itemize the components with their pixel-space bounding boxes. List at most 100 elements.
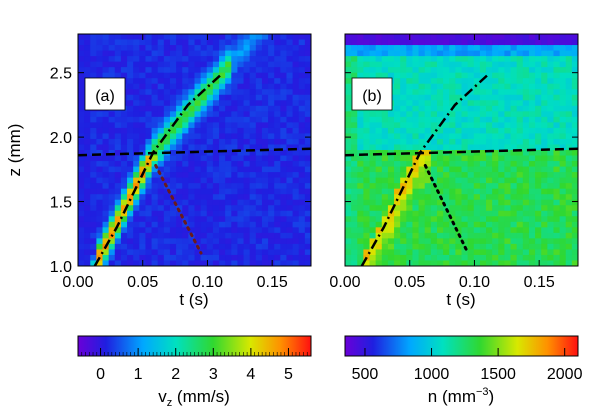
heatmap-cell — [430, 89, 438, 96]
heatmap-cell — [163, 56, 171, 63]
heatmap-cell — [200, 45, 208, 52]
heatmap-cell — [375, 111, 383, 118]
heatmap-cell — [400, 221, 407, 228]
heatmap-cell — [212, 56, 220, 63]
heatmap-cell — [418, 221, 426, 228]
heatmap-cell — [553, 205, 561, 212]
heatmap-cell — [102, 116, 110, 123]
heatmap-cell — [394, 89, 401, 96]
heatmap-cell — [461, 210, 469, 217]
heatmap-cell — [387, 138, 395, 146]
heatmap-cell — [102, 194, 110, 201]
heatmap-cell — [84, 155, 91, 162]
heatmap-cell — [436, 78, 444, 85]
heatmap-cell — [363, 39, 371, 46]
heatmap-cell — [280, 94, 288, 101]
heatmap-cell — [406, 111, 414, 118]
heatmap-cell — [274, 89, 281, 96]
heatmap-cell — [394, 243, 401, 251]
heatmap-cell — [565, 232, 573, 239]
heatmap-cell — [430, 188, 438, 195]
heatmap-cell — [461, 83, 469, 90]
y-tick-label: 2.0 — [50, 130, 72, 147]
heatmap-cell — [237, 150, 245, 157]
heatmap-cell — [400, 232, 407, 239]
heatmap-cell — [274, 166, 281, 173]
heatmap-cell — [96, 61, 104, 68]
heatmap-cell — [151, 138, 159, 146]
heatmap-cell — [547, 89, 555, 96]
heatmap-cell — [169, 133, 177, 140]
heatmap-cell — [387, 183, 395, 190]
heatmap-cell — [479, 105, 487, 112]
heatmap-cell — [157, 227, 165, 234]
heatmap-cell — [237, 89, 245, 96]
heatmap-cell — [528, 100, 536, 107]
heatmap-cell — [292, 127, 300, 135]
heatmap-cell — [479, 133, 487, 140]
heatmap-cell — [430, 100, 438, 107]
heatmap-cell — [424, 199, 432, 206]
heatmap-cell — [200, 210, 208, 217]
heatmap-cell — [412, 67, 420, 74]
heatmap-cell — [535, 61, 542, 68]
heatmap-cell — [292, 172, 300, 179]
heatmap-cell — [90, 39, 97, 46]
heatmap-cell — [351, 45, 358, 52]
heatmap-cell — [219, 183, 226, 190]
heatmap-cell — [286, 150, 294, 157]
heatmap-cell — [133, 56, 140, 63]
heatmap-cell — [571, 100, 578, 107]
heatmap-cell — [304, 50, 311, 57]
heatmap-cell — [430, 138, 438, 146]
heatmap-cell — [351, 232, 358, 239]
heatmap-cell — [345, 238, 352, 245]
heatmap-cell — [255, 111, 263, 118]
heatmap-cell — [522, 210, 530, 217]
heatmap-cell — [443, 155, 450, 162]
heatmap-cell — [255, 216, 263, 223]
heatmap-cell — [535, 127, 542, 135]
heatmap-cell — [127, 232, 134, 239]
heatmap-cell — [541, 100, 548, 107]
heatmap-cell — [219, 144, 226, 151]
heatmap-cell — [133, 238, 140, 245]
heatmap-cell — [351, 254, 358, 262]
colorbar-a-label-unit: (mm/s) — [177, 387, 230, 406]
heatmap-cell — [219, 122, 226, 129]
heatmap-cell — [96, 166, 104, 173]
heatmap-cell — [133, 260, 140, 266]
heatmap-cell — [188, 89, 196, 96]
heatmap-cell — [467, 210, 475, 217]
heatmap-cell — [188, 177, 196, 184]
heatmap-cell — [188, 56, 196, 63]
heatmap-cell — [553, 155, 561, 162]
heatmap-cell — [424, 210, 432, 217]
heatmap-cell — [90, 166, 97, 173]
heatmap-cell — [255, 89, 263, 96]
heatmap-cell — [565, 155, 573, 162]
heatmap-cell — [424, 161, 432, 168]
heatmap-cell — [120, 39, 128, 46]
heatmap-cell — [504, 61, 512, 68]
heatmap-cell — [418, 155, 426, 162]
heatmap-cell — [268, 150, 275, 157]
heatmap-cell — [479, 238, 487, 245]
heatmap-cell — [394, 166, 401, 173]
heatmap-cell — [387, 227, 395, 234]
heatmap-cell — [96, 144, 104, 151]
heatmap-cell — [400, 210, 407, 217]
heatmap-cell — [261, 89, 269, 96]
heatmap-cell — [559, 105, 567, 112]
heatmap-cell — [200, 39, 208, 46]
heatmap-cell — [541, 45, 548, 52]
heatmap-cell — [406, 144, 414, 151]
heatmap-cell — [145, 133, 153, 140]
heatmap-cell — [194, 138, 202, 146]
heatmap-cell — [274, 61, 281, 68]
heatmap-cell — [357, 50, 364, 57]
heatmap-cell — [406, 177, 414, 184]
heatmap-cell — [357, 199, 364, 206]
heatmap-cell — [498, 78, 506, 85]
heatmap-cell — [280, 116, 288, 123]
